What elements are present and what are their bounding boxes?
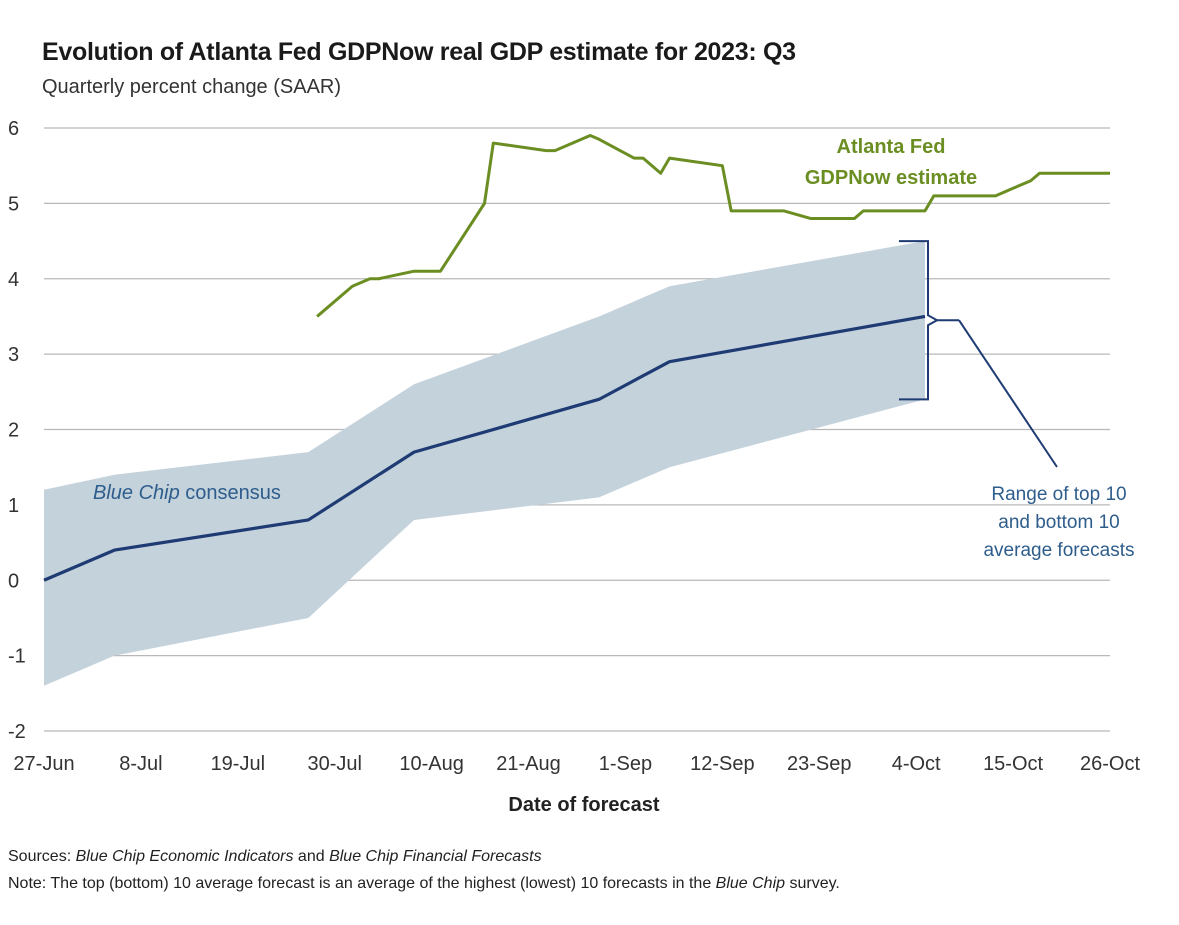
gdpnow-label-line2: GDPNow estimate	[805, 167, 977, 189]
gdpnow-label-line1: Atlanta Fed	[837, 136, 946, 158]
sources-and: and	[293, 848, 330, 865]
x-tick-label: 23-Sep	[787, 753, 852, 775]
x-tick-label: 12-Sep	[690, 753, 755, 775]
note-label: Note:	[8, 875, 47, 892]
sources-label: Sources:	[8, 848, 72, 865]
gdpnow-line	[316, 134, 1110, 318]
note-italic: Blue Chip	[715, 875, 786, 892]
x-tick-label: 27-Jun	[13, 753, 74, 775]
sources-part2: Blue Chip Financial Forecasts	[329, 848, 542, 865]
x-tick-label: 21-Aug	[496, 753, 561, 775]
y-tick-label: -1	[8, 646, 26, 668]
methodology-note: Note: The top (bottom) 10 average foreca…	[8, 875, 840, 893]
range-label-line3: average forecasts	[983, 540, 1134, 561]
y-tick-label: 5	[8, 193, 19, 215]
bluechip-line	[43, 314, 926, 582]
x-tick-label: 4-Oct	[892, 753, 941, 775]
y-tick-label: 6	[8, 118, 19, 140]
x-axis-label: Date of forecast	[508, 794, 659, 816]
range-label-line1: Range of top 10	[991, 484, 1126, 505]
chart-subtitle: Quarterly percent change (SAAR)	[42, 76, 342, 98]
x-tick-label: 1-Sep	[599, 753, 652, 775]
x-tick-label: 8-Jul	[119, 753, 162, 775]
x-tick-label: 19-Jul	[211, 753, 265, 775]
x-tick-label: 26-Oct	[1080, 753, 1140, 775]
y-tick-label: 2	[8, 420, 19, 442]
x-tick-label: 30-Jul	[307, 753, 361, 775]
y-tick-label: 0	[8, 570, 19, 592]
x-tick-label: 15-Oct	[983, 753, 1043, 775]
note-end: survey.	[785, 875, 840, 892]
range-band	[44, 241, 925, 686]
y-tick-label: 4	[8, 269, 19, 291]
bluechip-label-italic: Blue Chip	[93, 482, 180, 504]
bluechip-label: Blue Chip consensus	[93, 482, 281, 504]
range-label-line2: and bottom 10	[998, 512, 1119, 533]
note-text: The top (bottom) 10 average forecast is …	[46, 875, 716, 892]
chart-title: Evolution of Atlanta Fed GDPNow real GDP…	[42, 38, 796, 66]
y-tick-label: 1	[8, 495, 19, 517]
bluechip-label-rest: consensus	[180, 482, 281, 504]
range-leader-line	[958, 319, 1058, 468]
sources-note: Sources: Blue Chip Economic Indicators a…	[8, 848, 542, 866]
y-tick-label: 3	[8, 344, 19, 366]
y-tick-label: -2	[8, 721, 26, 743]
sources-part1: Blue Chip Economic Indicators	[75, 848, 294, 865]
x-tick-label: 10-Aug	[399, 753, 464, 775]
